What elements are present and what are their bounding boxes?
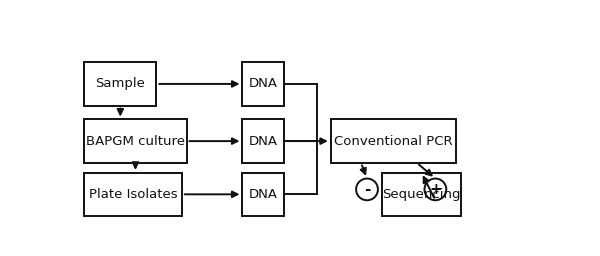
Bar (242, 119, 284, 163)
Text: Plate Isolates: Plate Isolates (89, 188, 178, 201)
Bar (242, 62, 284, 106)
Ellipse shape (356, 179, 378, 200)
Bar (382, 173, 461, 216)
Bar (84, 119, 187, 163)
Text: +: + (429, 182, 442, 197)
Bar (242, 173, 284, 216)
Text: DNA: DNA (249, 135, 278, 148)
Ellipse shape (424, 179, 446, 200)
Bar (84, 62, 157, 106)
Text: DNA: DNA (249, 78, 278, 90)
Text: -: - (364, 182, 370, 197)
Text: Conventional PCR: Conventional PCR (334, 135, 453, 148)
Bar (331, 119, 457, 163)
Text: Sequencing: Sequencing (382, 188, 461, 201)
Text: Sample: Sample (95, 78, 145, 90)
Text: DNA: DNA (249, 188, 278, 201)
Bar (84, 173, 182, 216)
Text: BAPGM culture: BAPGM culture (86, 135, 185, 148)
